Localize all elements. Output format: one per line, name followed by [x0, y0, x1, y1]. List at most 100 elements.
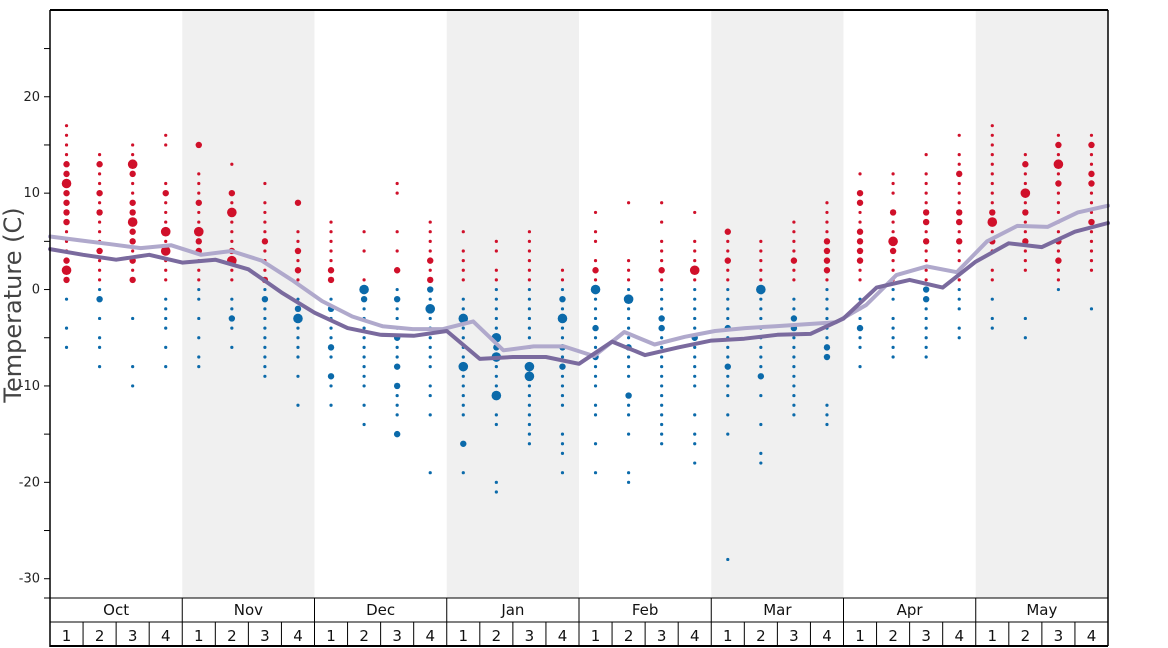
warm-point [427, 276, 434, 284]
warm-point [1056, 201, 1061, 205]
cold-point [560, 451, 565, 456]
warm-point [97, 278, 102, 282]
week-label: 3 [657, 627, 667, 645]
cold-point [527, 413, 532, 417]
week-label: 1 [459, 627, 469, 645]
cold-point [957, 307, 961, 311]
cold-point [660, 393, 664, 398]
cold-point [924, 326, 928, 330]
cold-point [825, 336, 829, 340]
cold-point [792, 336, 796, 340]
warm-point [164, 181, 168, 186]
warm-point [195, 141, 202, 149]
warm-point [164, 143, 168, 147]
warm-point [395, 181, 399, 186]
cold-point [461, 471, 465, 475]
warm-point [129, 170, 136, 178]
cold-point [460, 440, 467, 447]
warm-point [494, 278, 498, 282]
cold-point [593, 471, 598, 475]
warm-point [197, 278, 201, 282]
warm-point [1089, 239, 1094, 243]
cold-point [293, 313, 303, 324]
warm-dots-layer [61, 124, 1095, 284]
warm-point [1022, 161, 1029, 168]
cold-point [362, 355, 366, 359]
y-tick-label: 0 [32, 283, 40, 298]
warm-point [660, 220, 664, 224]
cold-point [64, 297, 69, 301]
warm-point [63, 257, 70, 264]
warm-point [990, 162, 994, 166]
cold-point [660, 365, 664, 369]
cold-point [990, 316, 994, 321]
cold-point [825, 297, 829, 301]
warm-point [924, 191, 928, 195]
week-label: 4 [425, 627, 435, 645]
cold-point [362, 336, 366, 340]
warm-point [856, 238, 864, 245]
cold-point [425, 304, 436, 314]
cold-point [263, 374, 267, 378]
warm-point [63, 189, 70, 197]
warm-point [924, 152, 928, 157]
warm-point [329, 230, 333, 234]
cold-point [593, 345, 598, 349]
cold-point [559, 363, 566, 370]
cold-point [626, 374, 631, 378]
warm-point [858, 172, 862, 176]
cold-point [759, 451, 763, 456]
cold-point [560, 287, 565, 292]
warm-point [1023, 181, 1027, 186]
warm-point [230, 239, 234, 243]
cold-point [461, 374, 465, 378]
warm-point [891, 191, 895, 195]
cold-point [527, 384, 532, 388]
cold-point [527, 307, 532, 311]
cold-point [593, 336, 598, 340]
warm-point [957, 259, 961, 263]
week-label: 2 [888, 627, 898, 645]
upper-series-line [48, 203, 1110, 359]
cold-point [693, 413, 697, 417]
cold-point [395, 307, 399, 311]
cold-point [693, 287, 697, 292]
warm-point [759, 239, 763, 243]
warm-point [1020, 188, 1031, 198]
warm-point [1023, 230, 1027, 234]
warm-point [164, 220, 168, 224]
warm-point [395, 249, 399, 253]
warm-point [990, 278, 994, 282]
warm-point [759, 259, 763, 263]
month-band-may [975, 10, 1108, 598]
cold-point [560, 384, 565, 388]
warm-point [593, 230, 598, 234]
cold-point [362, 307, 366, 311]
warm-point [61, 178, 72, 189]
warm-point [197, 268, 201, 272]
cold-point [230, 326, 234, 330]
cold-point [294, 305, 302, 313]
warm-point [428, 268, 432, 272]
warm-point [660, 259, 664, 263]
warm-point [924, 201, 928, 205]
warm-point [924, 278, 928, 282]
cold-point [593, 307, 598, 311]
cold-point [658, 315, 665, 322]
warm-point [889, 247, 897, 255]
month-label-oct: Oct [103, 601, 129, 619]
cold-point [461, 336, 465, 340]
warm-point [990, 230, 994, 234]
cold-point [922, 286, 930, 293]
warm-point [990, 143, 994, 147]
warm-point [261, 238, 269, 245]
warm-point [924, 268, 928, 272]
cold-point [626, 326, 631, 330]
warm-point [263, 268, 267, 272]
cold-point [327, 373, 335, 380]
warm-point [263, 230, 267, 234]
warm-point [64, 152, 69, 157]
warm-point [461, 278, 465, 282]
lower-series-line [48, 221, 1110, 366]
cold-point [527, 287, 532, 292]
